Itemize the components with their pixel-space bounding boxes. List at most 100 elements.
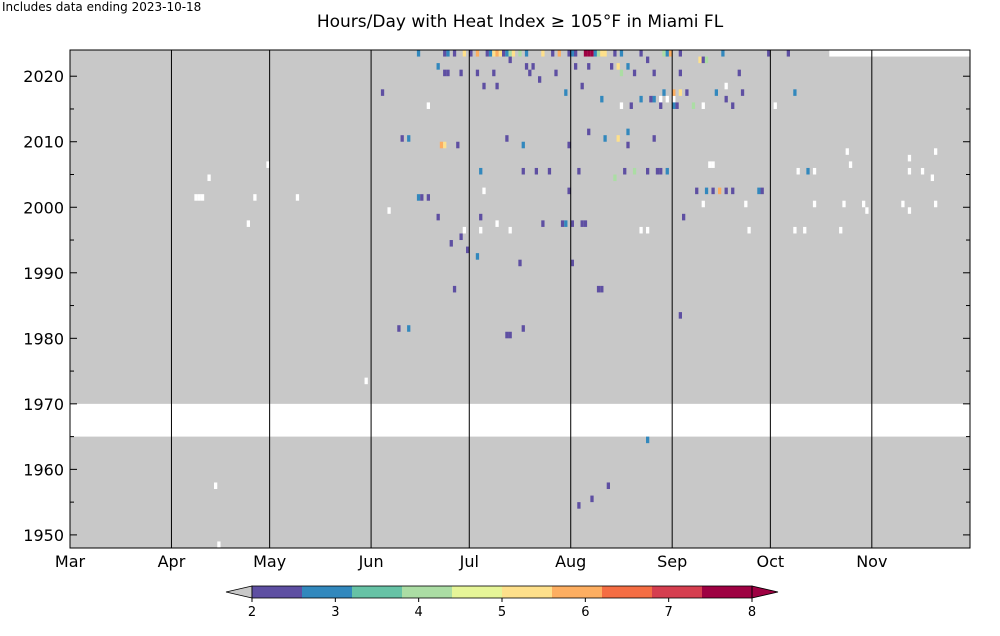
heatmap-cell (407, 325, 411, 332)
missing-data-cell (387, 207, 391, 214)
heatmap-cell (452, 50, 457, 57)
heatmap-cell (577, 167, 581, 175)
missing-data-cell (724, 82, 728, 90)
missing-data-cell (920, 167, 925, 175)
missing-data-cell (619, 102, 624, 109)
heatmap-cell (685, 89, 689, 96)
x-tick-label: Aug (555, 552, 586, 571)
missing-data-cell (862, 200, 866, 208)
missing-data-cell (665, 95, 669, 103)
heatmap-cell (626, 141, 630, 149)
heatmap-cell (587, 63, 591, 70)
heatmap-cell (649, 95, 653, 103)
heatmap-cell (646, 167, 650, 175)
missing-data-cell (253, 194, 257, 201)
missing-data-cell (803, 226, 807, 234)
heatmap-cell (475, 50, 480, 57)
heatmap-cell (760, 187, 764, 195)
heatmap-cell (492, 50, 496, 57)
heatmap-cell (564, 220, 568, 227)
heatmap-cell (613, 50, 617, 57)
colorbar-segment (602, 586, 653, 598)
heatmap-cell (793, 89, 797, 96)
heatmap-cell (505, 135, 509, 142)
missing-data-cell (266, 161, 270, 168)
colorbar-segment (552, 586, 603, 598)
colorbar-segment (702, 586, 753, 598)
y-tick-label: 1950 (23, 526, 64, 545)
missing-data-cell (907, 167, 912, 175)
heatmap-cell (711, 187, 715, 195)
x-tick-label: Apr (158, 552, 186, 571)
heatmap-cell (577, 502, 581, 509)
heatmap-cell (698, 56, 702, 64)
heatmap-cell (659, 167, 663, 175)
heatmap-cell (652, 69, 656, 77)
heatmap-cell (613, 174, 617, 182)
heatmap-cell (590, 50, 594, 57)
missing-data-cell (194, 194, 198, 201)
heatmap-cell (724, 95, 728, 103)
missing-data-cell (865, 207, 869, 214)
y-tick-label: 2000 (23, 198, 64, 217)
missing-data-cell (508, 226, 512, 234)
missing-data-band (70, 403, 970, 437)
missing-data-cell (839, 226, 843, 234)
heatmap-cell (626, 63, 630, 70)
heatmap-cell (587, 50, 591, 57)
missing-data-cell (812, 200, 817, 208)
heatmap-cell (767, 50, 771, 57)
missing-data-cell (934, 200, 938, 208)
heatmap-cell (531, 63, 535, 70)
heatmap-cell (564, 89, 568, 96)
heatmap-cell (567, 187, 571, 195)
heatmap-cell (495, 82, 499, 90)
heatmap-cell (495, 50, 499, 57)
colorbar-segment (402, 586, 453, 598)
heatmap-cell (541, 50, 545, 57)
missing-data-cell (930, 174, 934, 182)
heatmap-cell (439, 141, 444, 149)
heatmap-cell (462, 50, 466, 57)
missing-data-cell (207, 174, 211, 182)
heatmap-cell (469, 50, 473, 57)
heatmap-cell (508, 56, 512, 64)
colorbar-segment (252, 586, 303, 598)
missing-data-cell (711, 161, 715, 168)
heatmap-cell (443, 141, 447, 149)
heatmap-cell (521, 141, 525, 149)
heatmap-cell (452, 285, 457, 293)
heatmap-cell (456, 141, 460, 149)
heatmap-cell (659, 102, 663, 109)
heatmap-cell (593, 50, 597, 57)
missing-data-cell (672, 95, 676, 103)
heatmap-cell (560, 220, 565, 227)
heatmap-cell (407, 135, 411, 142)
heatmap-cell (492, 69, 496, 77)
chart-title: Hours/Day with Heat Index ≥ 105°F in Mia… (316, 12, 724, 32)
heatmap-cell (508, 50, 512, 57)
heatmap-cell (662, 89, 666, 96)
heatmap-cell (695, 187, 699, 195)
y-tick-label: 1990 (23, 264, 64, 283)
x-tick-label: Oct (757, 552, 785, 571)
heatmap-cell (567, 50, 571, 57)
heatmap-cell (646, 56, 650, 64)
colorbar-tick-label: 3 (331, 605, 339, 620)
heatmap-cell (623, 167, 627, 175)
missing-data-band (829, 50, 970, 57)
heatmap-cell (518, 259, 522, 267)
heatmap-cell (662, 50, 666, 57)
missing-data-cell (970, 181, 974, 188)
heatmap-cell (603, 50, 607, 57)
heatmap-cell (806, 167, 810, 175)
colorbar-tick-label: 7 (665, 605, 673, 620)
missing-data-cell (793, 226, 797, 234)
heatmap-cell (479, 167, 483, 175)
heatmap-cell (632, 69, 637, 77)
heatmap-cell (570, 220, 574, 227)
heatmap-cell (479, 213, 483, 221)
heatmap-cell (665, 167, 669, 175)
x-tick-label: Jun (358, 552, 384, 571)
